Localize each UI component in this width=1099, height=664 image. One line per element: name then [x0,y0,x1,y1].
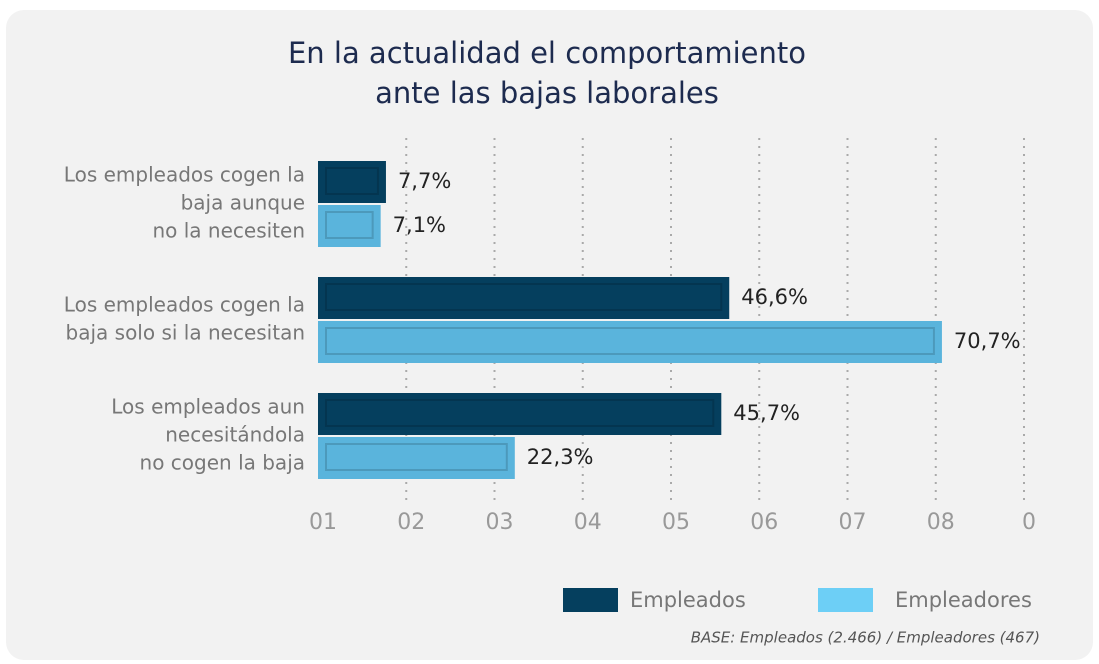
bar [318,321,942,363]
x-tick-label: 04 [574,510,602,535]
x-tick-label: 06 [750,510,778,535]
bar [318,393,722,435]
chart-title: En la actualidad el comportamiento [288,36,806,70]
x-tick-label: 0 [1022,510,1036,535]
bar-bevel [325,399,715,427]
value-label: 70,7% [954,329,1021,353]
legend-label: Empleadores [895,588,1032,612]
legend-swatch [563,588,618,612]
category-label: Los empleados cogen la [64,163,305,187]
value-label: 7,7% [398,169,451,193]
bar [318,205,381,247]
x-tick-label: 02 [397,510,425,535]
bar-bevel [325,211,374,239]
x-tick-label: 03 [486,510,514,535]
x-tick-label: 05 [662,510,690,535]
category-label: baja aunque [181,191,305,215]
legend-swatch [818,588,873,612]
category-label: baja solo si la necesitan [66,321,305,345]
chart-title: ante las bajas laborales [375,76,719,110]
bar-bevel [325,283,723,311]
footnote: BASE: Empleados (2.466) / Empleadores (4… [691,629,1040,647]
category-label: no la necesiten [152,219,305,243]
category-label: Los empleados aun [111,395,305,419]
x-tick-label: 08 [927,510,955,535]
bar-bevel [325,327,935,355]
category-label: no cogen la baja [140,451,305,475]
bar [318,277,730,319]
bar-bevel [325,443,508,471]
x-tick-label: 07 [839,510,867,535]
category-label: Los empleados cogen la [64,293,305,317]
x-tick-label: 01 [309,510,337,535]
bar-bevel [325,167,379,195]
legend-label: Empleados [630,588,746,612]
bar [318,161,386,203]
value-label: 7,1% [393,213,446,237]
value-label: 46,6% [741,285,808,309]
bar [318,437,515,479]
category-label: necesitándola [165,423,305,447]
value-label: 22,3% [527,445,594,469]
value-label: 45,7% [733,401,800,425]
